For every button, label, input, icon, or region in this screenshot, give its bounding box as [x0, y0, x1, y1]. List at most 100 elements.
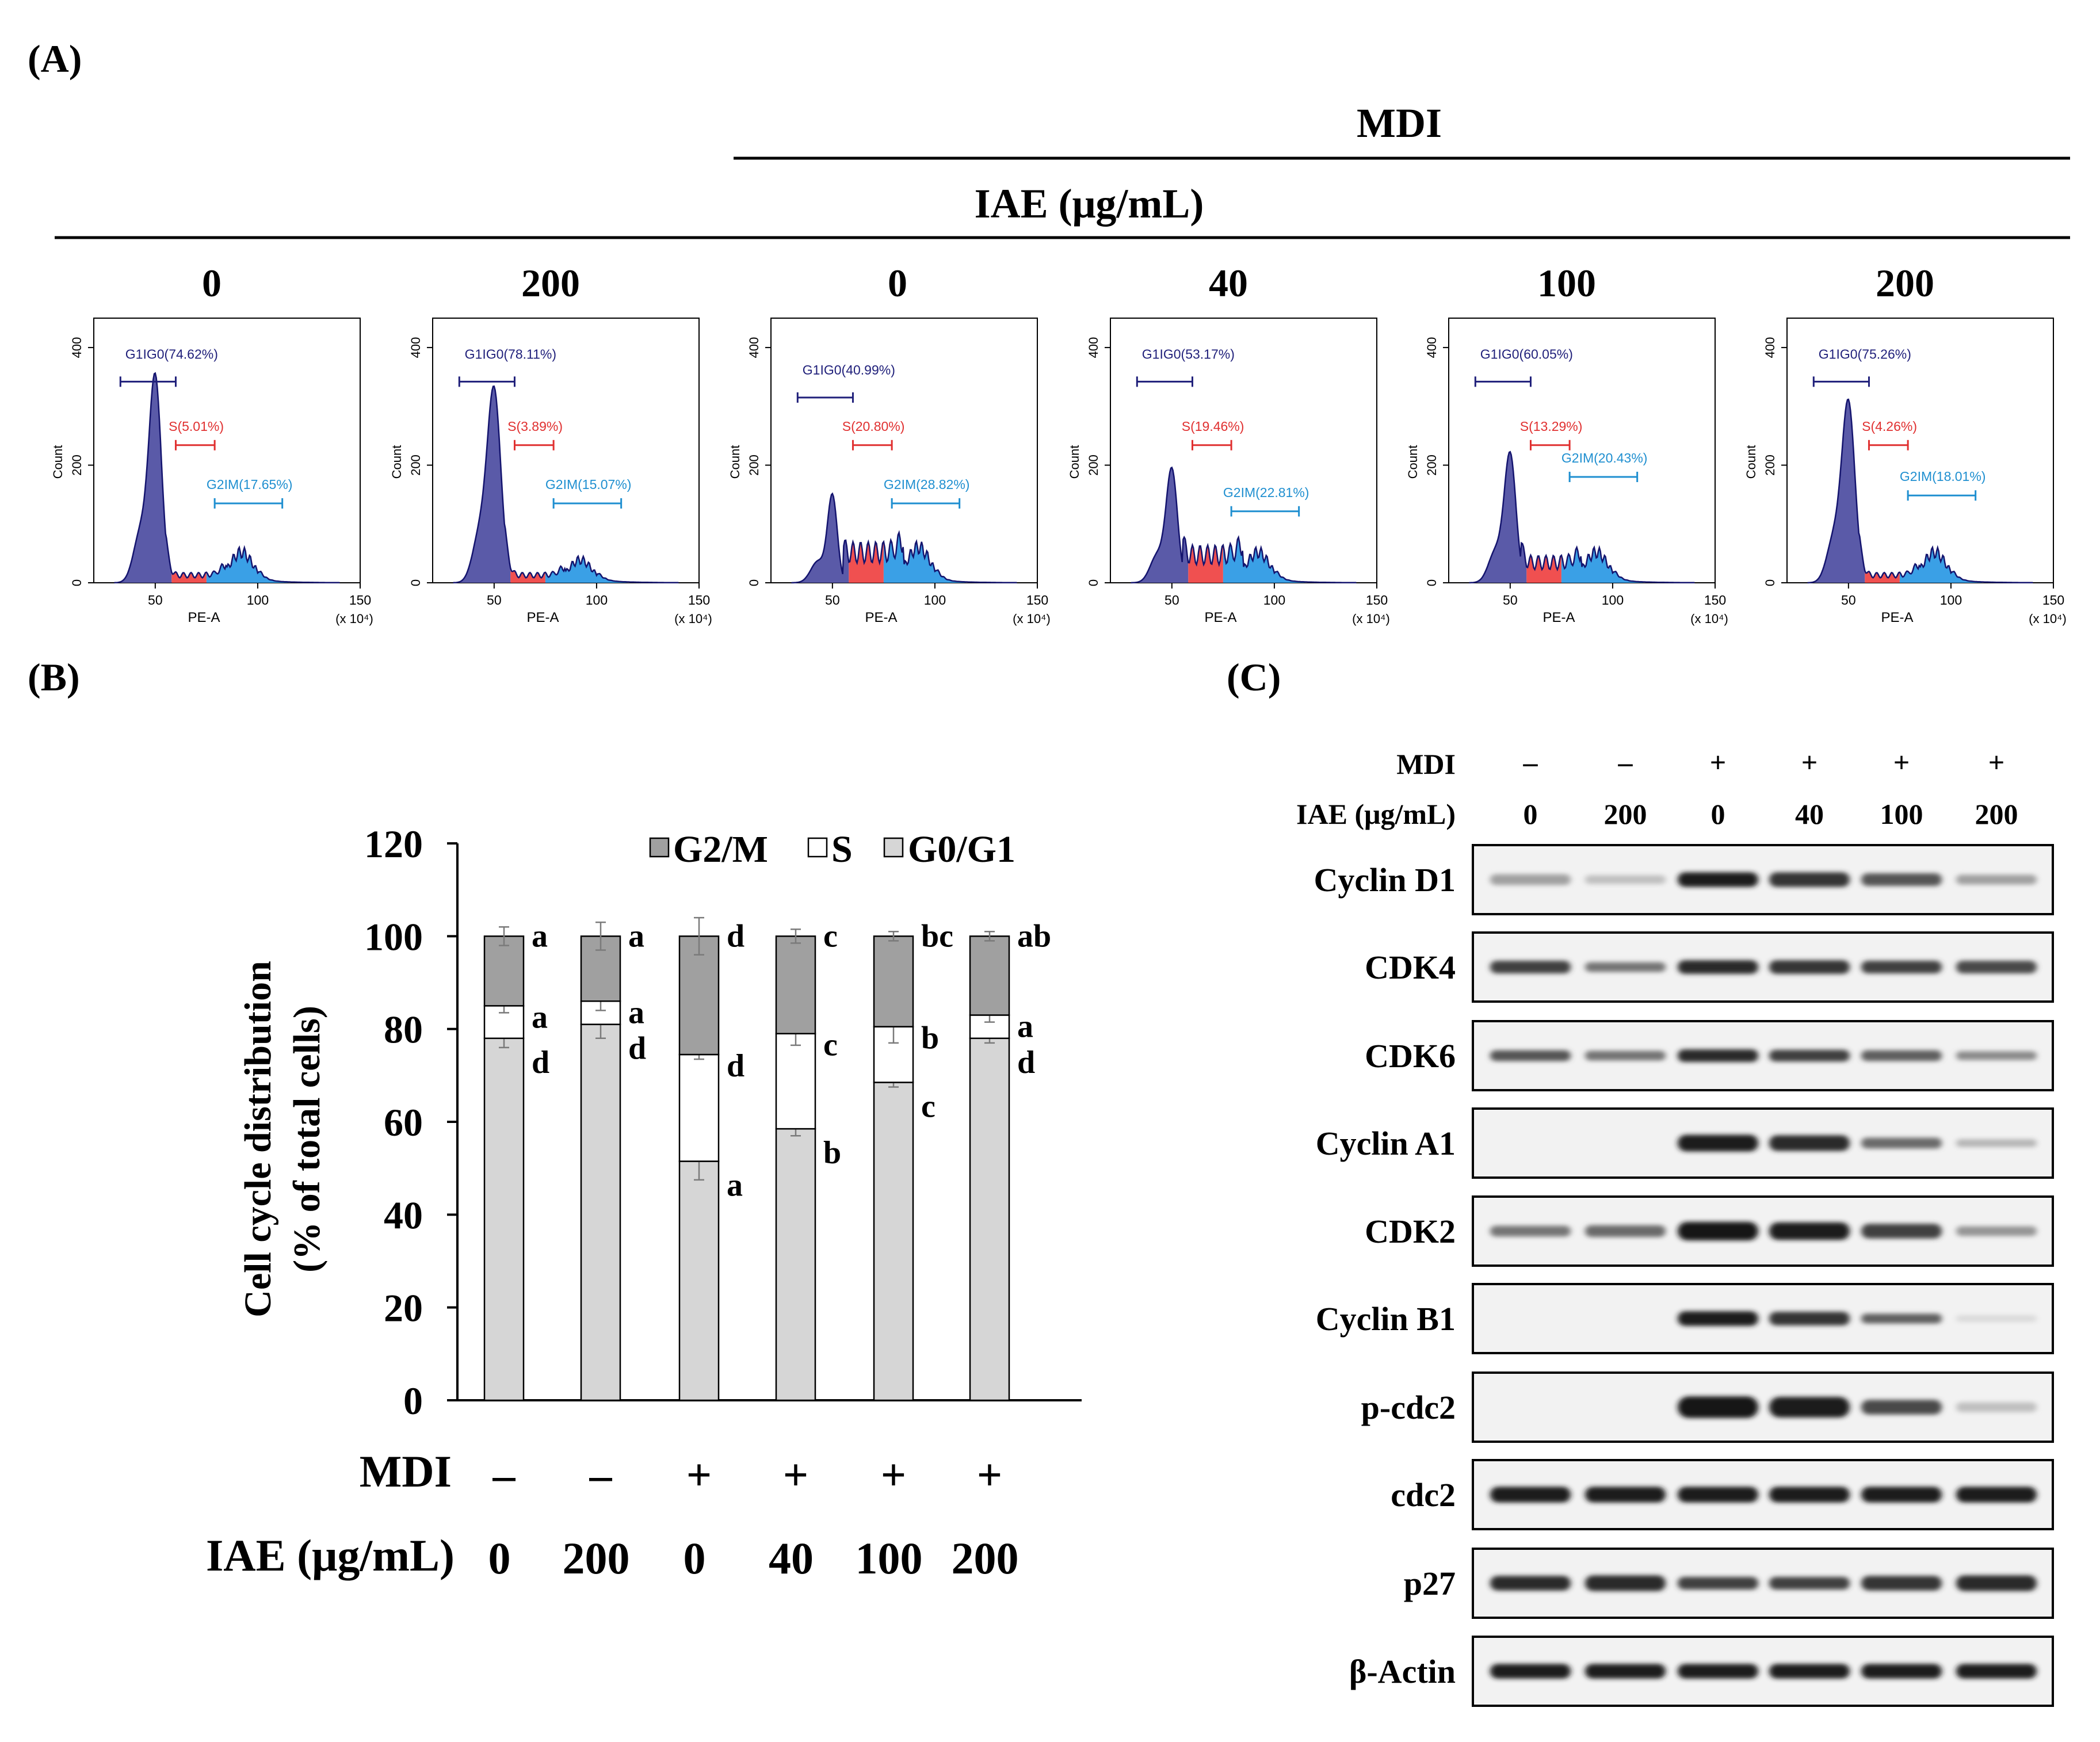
x-mdi-value: +: [686, 1450, 712, 1500]
y-axis-label: Count: [51, 445, 65, 479]
x-iae-value: 0: [488, 1533, 511, 1583]
x-scale-note: (x 10⁴): [335, 612, 373, 626]
blot-band: [1678, 1576, 1758, 1590]
x-axis-label: PE-A: [188, 610, 220, 625]
x-tick-label: 150: [1026, 593, 1048, 608]
blot-band: [1861, 960, 1942, 974]
legend-swatch-g2m: [649, 837, 670, 858]
g2-gate-label: G2IM(28.82%): [884, 477, 970, 492]
g1-gate-label: G1IG0(53.17%): [1142, 346, 1235, 361]
y-axis-label: Count: [1067, 445, 1082, 479]
cell-cycle-bar-chart: Cell cycle distribution (% of total cell…: [206, 822, 1082, 1583]
significance-letter: c: [921, 1088, 936, 1124]
blot-band: [1861, 1487, 1942, 1503]
blot-band: [1861, 1313, 1942, 1324]
x-row-label-iae: IAE (μg/mL): [206, 1530, 455, 1580]
x-row-label-mdi: MDI: [360, 1446, 452, 1496]
x-tick-label: 150: [1704, 593, 1726, 608]
g1-region: [1807, 399, 1865, 583]
blot-band: [1490, 1050, 1571, 1061]
x-mdi-value: +: [977, 1450, 1002, 1500]
bar-segment-g2m-2: [580, 935, 621, 1002]
g1-region: [791, 494, 849, 583]
s-gate-label: S(20.80%): [842, 419, 905, 434]
blot-band: [1769, 1397, 1850, 1418]
x-mdi-value: +: [881, 1450, 906, 1500]
x-axis-label: PE-A: [1204, 610, 1236, 625]
western-blot-panel: MDI IAE (μg/mL) – 0 – 200 +0 +40 +100 +200 Cycl…: [1296, 746, 2054, 1707]
wb-mdi-value: –: [1523, 746, 1538, 778]
blot-band: [1956, 874, 2037, 885]
blot-row-5: CDK2: [1365, 1195, 2054, 1267]
blot-label: cdc2: [1391, 1476, 1456, 1514]
y-tick-label: 40: [384, 1193, 423, 1237]
blot-band: [1490, 960, 1571, 974]
bar-segment-s-2: [580, 1000, 621, 1025]
blot-band: [1956, 960, 2037, 974]
x-scale-note: (x 10⁴): [1352, 612, 1390, 626]
bar-segment-g2m-5: [873, 935, 914, 1027]
y-tick-label: 60: [384, 1101, 423, 1144]
blot-label: Cyclin A1: [1316, 1125, 1456, 1162]
wb-header-iae: IAE (μg/mL): [1296, 798, 1456, 830]
g2-gate-label: G2IM(18.01%): [1900, 469, 1986, 484]
g2-region: [206, 547, 289, 583]
legend-label: G2/M: [673, 828, 768, 870]
flow-histogram-2: 200 G1IG0(78.11%) S(3.89%) G2IM(15.07%) 50 10…: [390, 261, 712, 626]
panel-c-label: (C): [1227, 655, 1281, 699]
y-tick-label: 0: [747, 579, 761, 586]
blot-band: [1861, 1050, 1942, 1061]
y-axis-label: Count: [728, 445, 742, 479]
s-region: [1188, 545, 1223, 583]
blot-band: [1678, 1221, 1758, 1241]
g1-region: [114, 373, 172, 583]
dose-label: 0: [202, 261, 222, 305]
x-mdi-value: +: [783, 1450, 808, 1500]
blot-band: [1678, 1311, 1758, 1326]
x-tick-label: 100: [1940, 593, 1962, 608]
g2-region: [1899, 547, 1982, 583]
blot-band: [1585, 962, 1666, 972]
y-tick-label: 400: [747, 337, 761, 358]
dose-label: 200: [1876, 261, 1934, 305]
x-mdi-value: –: [589, 1450, 613, 1500]
x-tick-label: 100: [247, 593, 269, 608]
x-axis-label: PE-A: [1881, 610, 1913, 625]
blot-band: [1769, 1135, 1850, 1151]
dose-label: 200: [521, 261, 580, 305]
bar-segment-g0g1-5: [873, 1082, 914, 1401]
x-tick-label: 150: [2042, 593, 2064, 608]
y-axis-label: Count: [1406, 445, 1420, 479]
blot-band: [1678, 1487, 1758, 1503]
blot-label: p27: [1404, 1565, 1456, 1602]
x-iae-value: 200: [563, 1533, 630, 1583]
x-mdi-value: –: [492, 1450, 516, 1500]
x-tick-label: 150: [1366, 593, 1388, 608]
wb-iae-value: 200: [1604, 798, 1647, 830]
bar-segment-g2m-3: [678, 935, 720, 1056]
g2-gate-label: G2IM(17.65%): [207, 477, 293, 492]
flow-histogram-6: 200 G1IG0(75.26%) S(4.26%) G2IM(18.01%) 50 10…: [1744, 261, 2067, 626]
histogram-outline: [453, 385, 679, 584]
s-gate-label: S(13.29%): [1520, 419, 1583, 434]
wb-iae-value: 100: [1880, 798, 1923, 830]
x-iae-value: 200: [952, 1533, 1019, 1583]
y-axis-label-line2: (% of total cells): [286, 1006, 328, 1273]
g2-region: [545, 556, 628, 583]
y-tick-label: 0: [1763, 579, 1777, 586]
y-tick-label: 200: [1086, 454, 1101, 476]
bar-segment-s-5: [873, 1026, 914, 1083]
legend-label: S: [831, 828, 853, 870]
bar-segment-g0g1-2: [580, 1023, 621, 1401]
x-tick-label: 100: [1263, 593, 1285, 608]
g2-gate-label: G2IM(22.81%): [1223, 485, 1309, 500]
blot-band: [1585, 875, 1666, 884]
blot-band: [1490, 1487, 1571, 1503]
blot-label: Cyclin B1: [1316, 1300, 1456, 1338]
y-tick-label: 400: [1086, 337, 1101, 358]
y-tick-label: 400: [70, 337, 84, 358]
x-tick-label: 50: [487, 593, 502, 608]
significance-letter: c: [823, 1027, 838, 1063]
significance-letter: a: [1017, 1008, 1033, 1044]
y-tick-label: 400: [408, 337, 423, 358]
